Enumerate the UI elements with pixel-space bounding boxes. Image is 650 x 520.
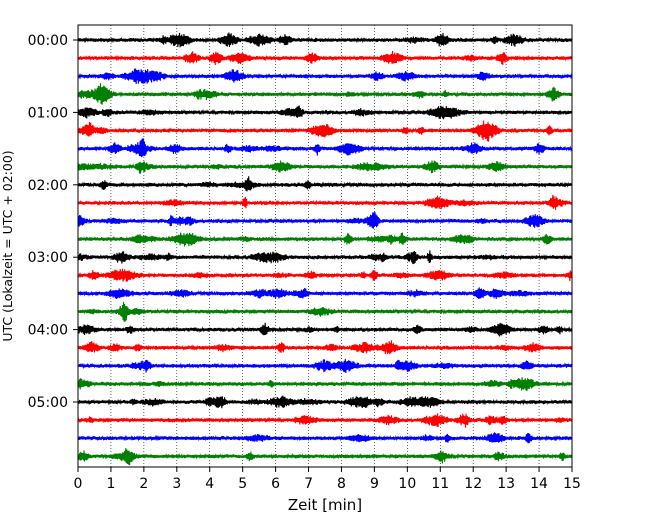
- trace-9: [77, 194, 573, 210]
- trace-18: [77, 358, 573, 373]
- trace-11: [77, 232, 573, 247]
- x-tick-label: 3: [172, 476, 181, 492]
- y-tick-label: 00:00: [28, 33, 68, 49]
- trace-23: [77, 448, 573, 466]
- x-tick-label: 5: [238, 476, 247, 492]
- trace-layer: [77, 32, 573, 466]
- trace-19: [77, 377, 573, 392]
- x-tick-label: 4: [205, 476, 214, 492]
- x-tick-label: 2: [139, 476, 148, 492]
- y-tick-label: 01:00: [28, 105, 68, 121]
- trace-14: [77, 287, 573, 300]
- trace-0: [77, 32, 573, 48]
- trace-8: [77, 176, 573, 192]
- trace-12: [77, 250, 573, 265]
- trace-20: [77, 395, 573, 409]
- x-tick-label: 0: [74, 476, 83, 492]
- trace-2: [77, 68, 573, 85]
- trace-4: [77, 105, 573, 120]
- trace-5: [77, 120, 573, 142]
- trace-3: [77, 83, 573, 105]
- x-tick-label: 10: [398, 476, 416, 492]
- trace-21: [77, 413, 573, 428]
- x-tick-label: 14: [530, 476, 548, 492]
- trace-16: [77, 322, 573, 337]
- trace-6: [77, 138, 573, 158]
- trace-17: [77, 340, 573, 355]
- x-tick-label: 6: [271, 476, 280, 492]
- trace-10: [77, 211, 573, 229]
- y-tick-label: 04:00: [28, 323, 68, 339]
- y-tick-label: 05:00: [28, 395, 68, 411]
- y-axis: 00:00 01:00 02:00 03:00 04:00 05:00: [28, 33, 78, 411]
- x-tick-label: 12: [464, 476, 482, 492]
- x-axis: 0 1 2 3 4 5 6 7 8 9 10 11 12 13 14 15: [74, 467, 581, 492]
- x-axis-label: Zeit [min]: [288, 496, 362, 514]
- x-tick-label: 11: [431, 476, 449, 492]
- trace-13: [77, 268, 573, 282]
- x-tick-label: 9: [370, 476, 379, 492]
- x-tick-label: 15: [563, 476, 581, 492]
- trace-7: [77, 160, 573, 174]
- x-tick-label: 13: [497, 476, 515, 492]
- x-tick-label: 8: [337, 476, 346, 492]
- y-tick-label: 03:00: [28, 250, 68, 266]
- trace-15: [77, 301, 573, 322]
- x-tick-label: 1: [106, 476, 115, 492]
- y-axis-label: UTC (Lokalzeit = UTC + 02:00): [0, 150, 15, 341]
- x-tick-label: 7: [304, 476, 313, 492]
- trace-22: [77, 432, 573, 444]
- plot-frame: [77, 24, 573, 468]
- y-tick-label: 02:00: [28, 178, 68, 194]
- trace-1: [77, 51, 573, 66]
